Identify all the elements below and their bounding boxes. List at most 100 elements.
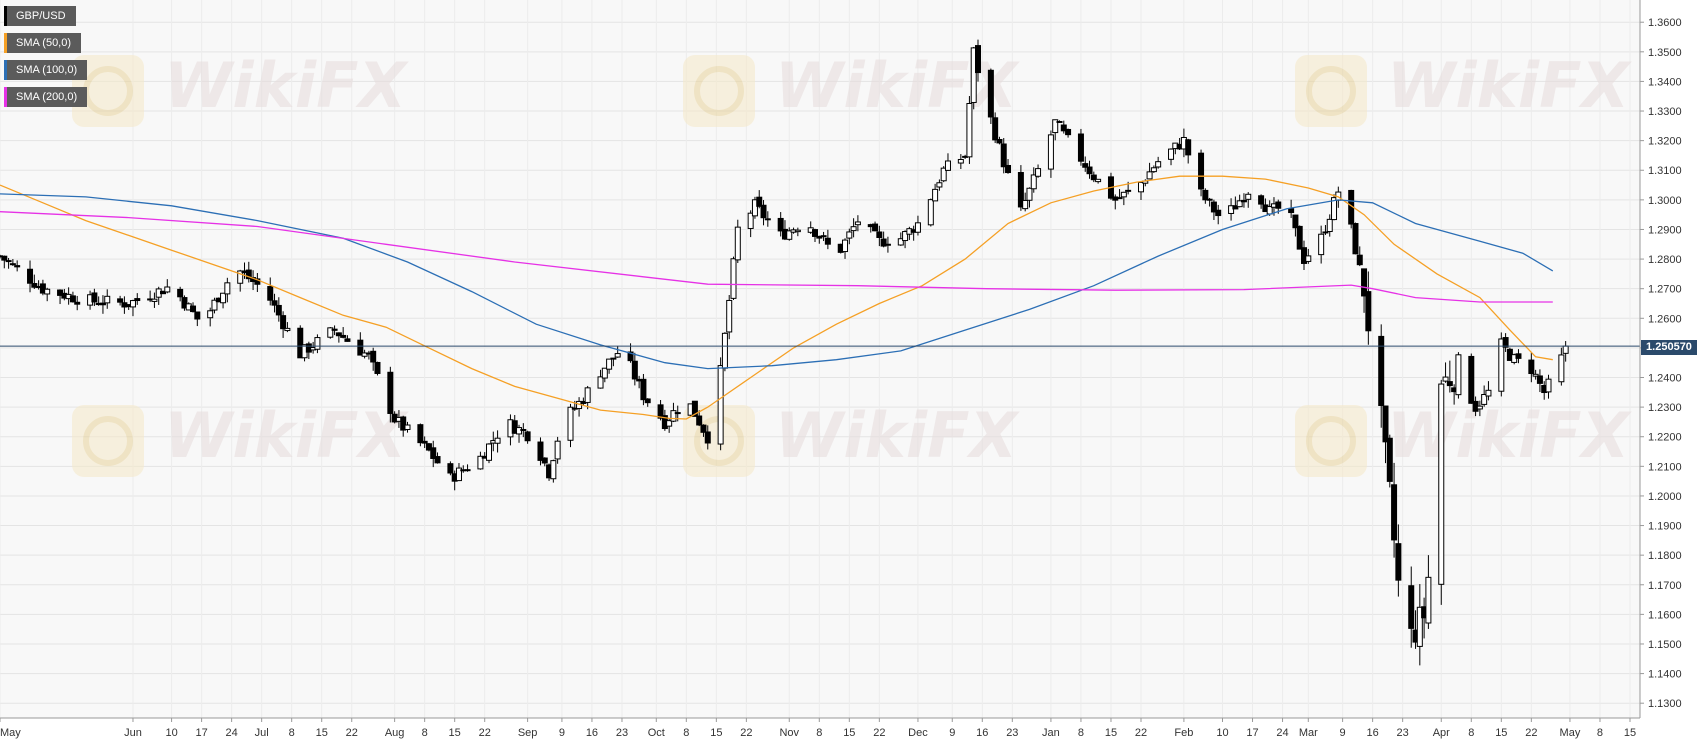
candle-down bbox=[756, 196, 763, 207]
candle-down bbox=[975, 45, 981, 74]
candle-up bbox=[207, 310, 214, 319]
candle-up bbox=[751, 199, 758, 217]
candle-down bbox=[177, 288, 184, 298]
candle-up bbox=[404, 424, 411, 430]
legend-sma-100: SMA (100,0) bbox=[4, 60, 88, 80]
candle-down bbox=[1185, 139, 1192, 156]
candle-up bbox=[1138, 181, 1144, 193]
candle-up bbox=[550, 460, 557, 480]
watermark-text: WikiFX bbox=[1387, 399, 1632, 472]
y-tick-label: 1.2200 bbox=[1648, 432, 1682, 444]
watermark-text: WikiFX bbox=[775, 49, 1020, 122]
candle-up bbox=[850, 226, 857, 232]
candle-up bbox=[455, 467, 462, 482]
candle-up bbox=[786, 230, 793, 240]
candle-up bbox=[1331, 197, 1338, 221]
x-tick-label: 8 bbox=[1078, 727, 1084, 739]
x-tick-label: Oct bbox=[648, 727, 665, 739]
candle-up bbox=[970, 47, 977, 103]
candle-down bbox=[271, 300, 278, 306]
candle-up bbox=[1150, 167, 1157, 173]
candle-up bbox=[1498, 338, 1505, 392]
x-tick-label: 22 bbox=[740, 727, 752, 739]
candle-down bbox=[267, 286, 274, 301]
candle-up bbox=[1120, 191, 1127, 198]
candle-down bbox=[430, 447, 437, 459]
y-tick-label: 1.2800 bbox=[1648, 254, 1682, 266]
candle-up bbox=[1030, 174, 1037, 190]
watermarks: WikiFX WikiFX WikiFX WikiFX WikiFX WikiFX bbox=[72, 49, 1632, 477]
candle-up bbox=[1562, 345, 1569, 354]
watermark-logo bbox=[683, 55, 755, 127]
x-tick-label: 16 bbox=[586, 727, 598, 739]
legend-symbol-swatch bbox=[4, 6, 7, 26]
x-tick-label: 23 bbox=[1397, 727, 1409, 739]
legend-sma-200: SMA (200,0) bbox=[4, 87, 88, 107]
candle-down bbox=[1515, 353, 1522, 359]
candle-up bbox=[597, 376, 604, 389]
candle-down bbox=[69, 295, 76, 303]
watermark-logo-ring bbox=[694, 66, 744, 116]
candle-down bbox=[696, 415, 703, 426]
x-tick-label: Dec bbox=[908, 727, 928, 739]
x-tick-label: 22 bbox=[1525, 727, 1537, 739]
x-tick-label: Sep bbox=[518, 727, 538, 739]
candle-up bbox=[284, 327, 291, 332]
candle-down bbox=[1206, 198, 1213, 201]
y-tick-label: 1.1600 bbox=[1648, 609, 1682, 621]
y-tick-label: 1.2700 bbox=[1648, 284, 1682, 296]
candle-up bbox=[932, 188, 939, 202]
candle-down bbox=[31, 283, 38, 288]
candle-down bbox=[700, 424, 707, 433]
y-tick-label: 1.2400 bbox=[1648, 373, 1682, 385]
watermark-logo bbox=[1295, 55, 1367, 127]
candle-up bbox=[1455, 354, 1462, 396]
y-tick-label: 1.1500 bbox=[1648, 639, 1682, 651]
watermark-text: WikiFX bbox=[1387, 49, 1632, 122]
candle-up bbox=[1236, 200, 1243, 208]
candle-down bbox=[1240, 199, 1247, 203]
x-tick-label: 16 bbox=[976, 727, 988, 739]
candle-up bbox=[1442, 376, 1449, 382]
price-axis: 1.3600 1.3500 1.3400 1.3300 1.3200 1.3100 1.30… bbox=[1640, 17, 1682, 710]
watermark-logo-ring bbox=[1306, 416, 1356, 466]
candle-down bbox=[704, 431, 711, 444]
candle-up bbox=[854, 221, 861, 226]
y-tick-label: 1.1400 bbox=[1648, 669, 1682, 681]
sma-lines bbox=[0, 175, 1554, 420]
candle-down bbox=[1017, 172, 1024, 208]
candle-down bbox=[9, 263, 16, 266]
candle-down bbox=[876, 231, 883, 238]
x-tick-label: 17 bbox=[1246, 727, 1258, 739]
candle-down bbox=[1395, 543, 1402, 581]
candle-down bbox=[1528, 359, 1535, 375]
candle-down bbox=[99, 302, 106, 306]
candle-up bbox=[1425, 576, 1432, 624]
candle-up bbox=[1052, 119, 1059, 134]
candle-down bbox=[1060, 124, 1067, 132]
candle-up bbox=[1485, 389, 1492, 397]
x-tick-label: 15 bbox=[843, 727, 855, 739]
candle-down bbox=[777, 217, 784, 232]
candle-up bbox=[1125, 189, 1132, 192]
candle-down bbox=[872, 223, 879, 232]
watermark-logo bbox=[1295, 405, 1367, 477]
sma-line bbox=[0, 211, 1553, 303]
legend-symbol-label: GBP/USD bbox=[16, 10, 66, 22]
candle-up bbox=[224, 282, 231, 295]
candle-up bbox=[1481, 394, 1488, 405]
plot-background bbox=[0, 0, 1640, 718]
candle-down bbox=[91, 292, 98, 303]
candle-down bbox=[1202, 189, 1209, 201]
candle-down bbox=[387, 371, 394, 414]
x-tick-label: Jun bbox=[124, 727, 142, 739]
x-tick-label: 15 bbox=[710, 727, 722, 739]
candle-down bbox=[280, 315, 287, 330]
y-tick-label: 1.3600 bbox=[1648, 17, 1682, 29]
candle-up bbox=[361, 352, 368, 357]
watermark: WikiFX bbox=[683, 399, 1020, 477]
candle-up bbox=[1146, 171, 1153, 180]
candle-down bbox=[181, 297, 188, 309]
x-tick-label: 8 bbox=[289, 727, 295, 739]
candle-down bbox=[1198, 152, 1205, 190]
